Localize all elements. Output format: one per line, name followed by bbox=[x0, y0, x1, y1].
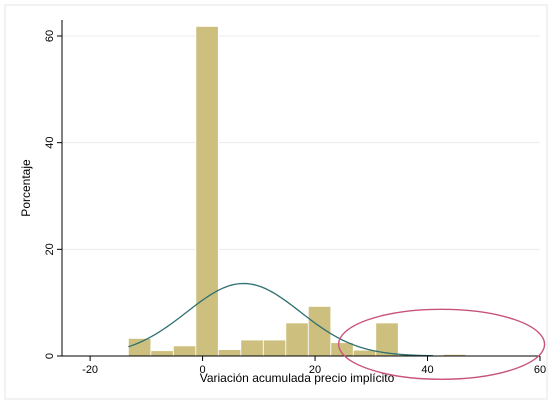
y-tick-label-0: 0 bbox=[44, 353, 56, 359]
histogram-bar-11 bbox=[375, 322, 399, 357]
x-tick-label-0: 0 bbox=[200, 364, 206, 376]
x-axis-title: Variación acumulada precio implícito bbox=[200, 371, 395, 385]
histogram-bar-5 bbox=[240, 339, 264, 357]
y-tick-label-20: 20 bbox=[44, 243, 56, 255]
y-tick-label-40: 40 bbox=[44, 137, 56, 149]
highlight-ellipse bbox=[337, 308, 546, 380]
normal-curve-layer bbox=[128, 282, 434, 357]
annotation-layer bbox=[337, 308, 546, 380]
x-tick-label-20: 20 bbox=[309, 364, 321, 376]
y-axis-title: Porcentaje bbox=[19, 159, 33, 217]
histogram-bar-4 bbox=[217, 349, 242, 357]
histogram-bar-3 bbox=[195, 25, 219, 357]
histogram-bar-2 bbox=[172, 345, 197, 357]
normal-density-curve bbox=[128, 282, 434, 357]
x-tick-label-40: 40 bbox=[421, 364, 433, 376]
axes: 0 20 40 60 -20 0 20 40 60 Variación acumulada pre… bbox=[19, 20, 546, 385]
histogram-bars bbox=[127, 25, 467, 357]
x-tick-label--20: -20 bbox=[82, 364, 98, 376]
y-tick-label-60: 60 bbox=[44, 30, 56, 42]
x-tick-label-60: 60 bbox=[534, 364, 546, 376]
histogram-bar-0 bbox=[127, 337, 152, 357]
gridlines bbox=[62, 35, 540, 250]
histogram-bar-6 bbox=[262, 339, 287, 357]
histogram-bar-7 bbox=[285, 322, 309, 357]
histogram-bar-1 bbox=[150, 350, 174, 357]
